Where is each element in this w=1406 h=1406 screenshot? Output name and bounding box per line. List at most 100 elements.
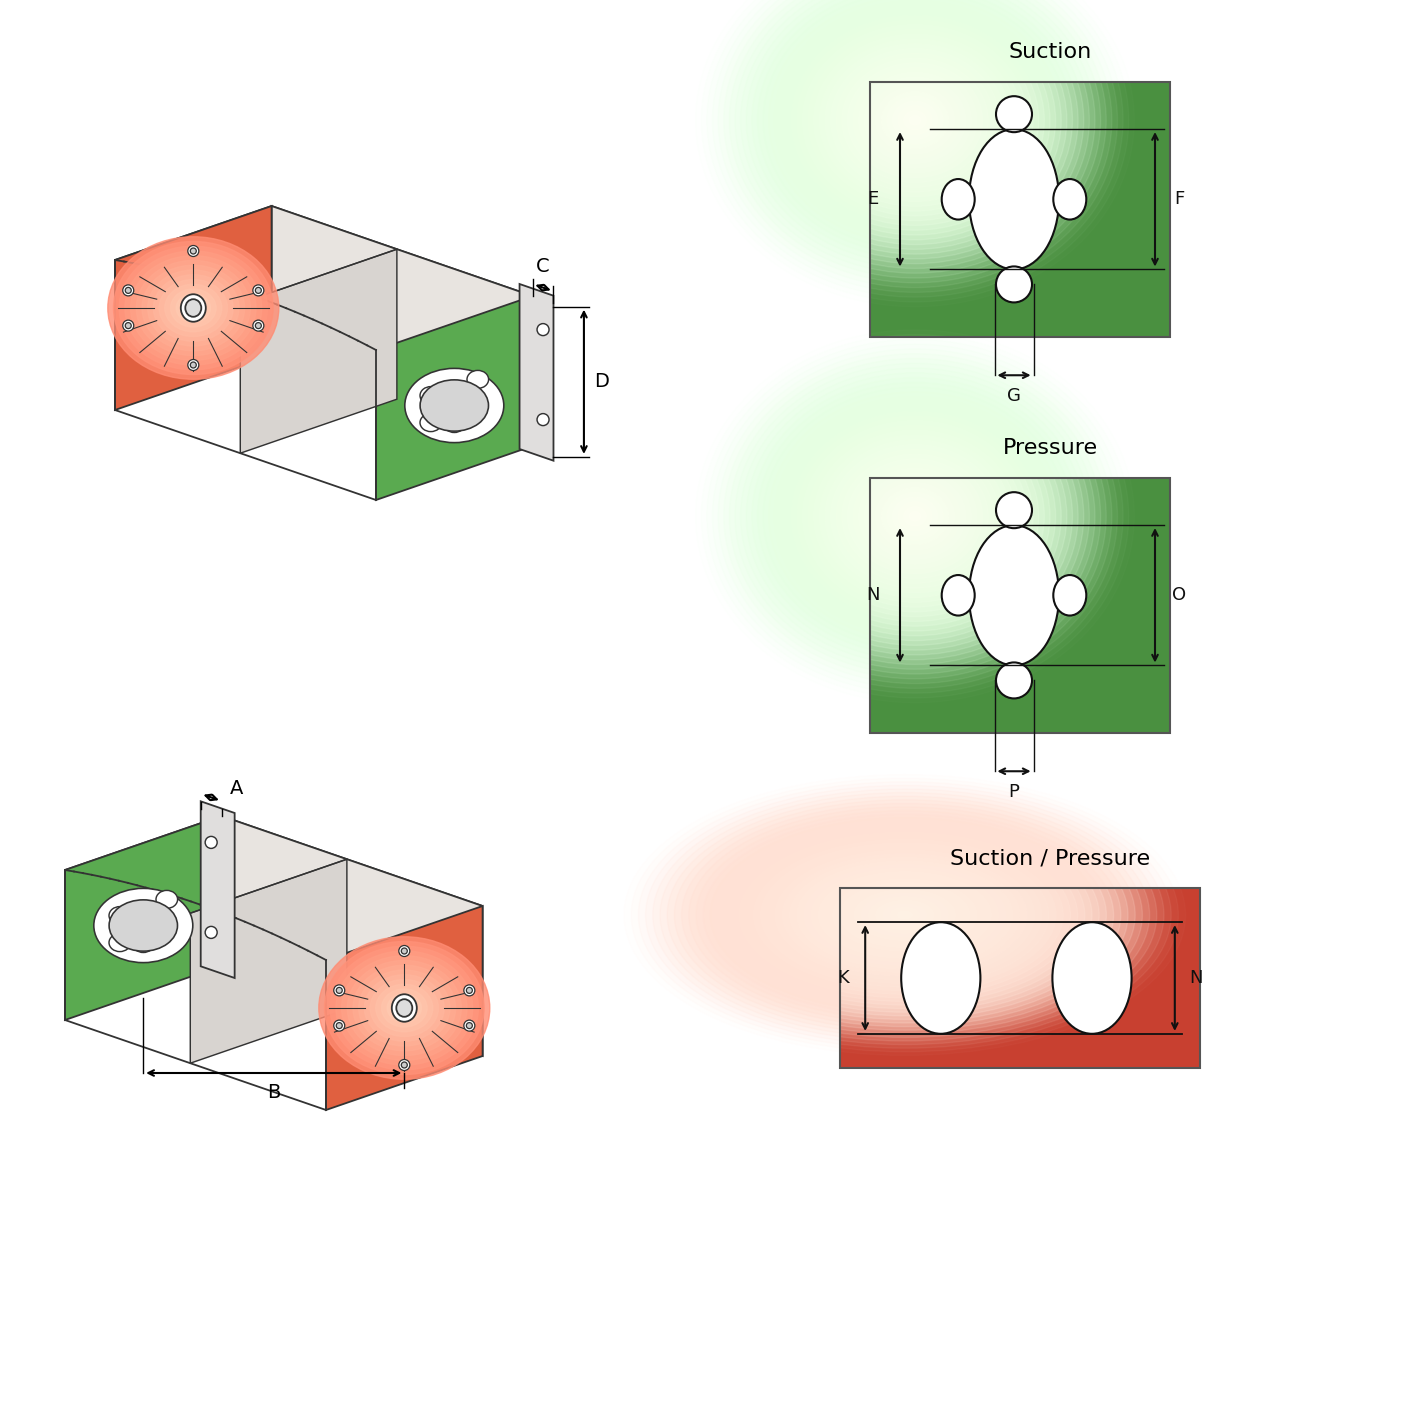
Ellipse shape [842, 454, 988, 578]
Ellipse shape [652, 789, 1157, 1040]
Ellipse shape [399, 1060, 409, 1070]
Ellipse shape [904, 111, 927, 129]
Text: N: N [1189, 969, 1204, 987]
Polygon shape [375, 297, 533, 501]
Ellipse shape [333, 1021, 344, 1031]
Polygon shape [65, 815, 222, 1019]
Ellipse shape [713, 344, 1118, 689]
Ellipse shape [181, 298, 205, 318]
Text: O: O [1173, 586, 1187, 605]
Text: B: B [267, 1084, 280, 1102]
Ellipse shape [758, 0, 1073, 254]
Ellipse shape [353, 966, 456, 1050]
Ellipse shape [825, 440, 1005, 593]
Ellipse shape [775, 1, 1056, 240]
Ellipse shape [696, 811, 1114, 1019]
Polygon shape [271, 207, 533, 446]
Ellipse shape [537, 323, 548, 336]
Ellipse shape [725, 825, 1085, 1005]
Ellipse shape [869, 897, 941, 934]
Polygon shape [240, 249, 396, 453]
Ellipse shape [668, 796, 1143, 1033]
Ellipse shape [256, 287, 262, 294]
Polygon shape [201, 801, 235, 979]
Ellipse shape [741, 0, 1090, 269]
Ellipse shape [122, 321, 134, 332]
Ellipse shape [747, 0, 1084, 264]
Bar [870, 82, 1170, 337]
Ellipse shape [818, 872, 991, 959]
Ellipse shape [94, 889, 193, 963]
Ellipse shape [336, 1022, 342, 1029]
Ellipse shape [804, 865, 1005, 966]
Ellipse shape [464, 1021, 475, 1031]
Ellipse shape [859, 468, 972, 564]
Ellipse shape [682, 803, 1128, 1026]
Ellipse shape [803, 420, 1028, 612]
Ellipse shape [675, 800, 1135, 1031]
Ellipse shape [370, 980, 439, 1036]
Ellipse shape [837, 53, 994, 187]
Ellipse shape [995, 492, 1032, 529]
Ellipse shape [176, 294, 211, 322]
Ellipse shape [718, 349, 1112, 683]
Ellipse shape [125, 322, 131, 329]
Ellipse shape [253, 321, 264, 332]
Ellipse shape [717, 821, 1092, 1008]
Ellipse shape [780, 6, 1050, 235]
Ellipse shape [897, 911, 912, 918]
Ellipse shape [775, 396, 1056, 636]
Ellipse shape [375, 984, 433, 1032]
Ellipse shape [882, 488, 949, 546]
Ellipse shape [848, 458, 983, 574]
Ellipse shape [256, 322, 262, 329]
Ellipse shape [724, 354, 1107, 679]
Ellipse shape [763, 0, 1067, 249]
Ellipse shape [995, 662, 1032, 699]
Ellipse shape [775, 851, 1035, 980]
Ellipse shape [848, 63, 983, 177]
Ellipse shape [405, 368, 503, 443]
Ellipse shape [790, 858, 1019, 973]
Ellipse shape [780, 402, 1050, 631]
Ellipse shape [110, 934, 131, 952]
Ellipse shape [855, 890, 955, 941]
Ellipse shape [901, 922, 980, 1033]
Ellipse shape [995, 96, 1032, 132]
Ellipse shape [467, 370, 489, 388]
Ellipse shape [825, 876, 984, 955]
Ellipse shape [467, 987, 472, 994]
Polygon shape [115, 207, 533, 350]
Ellipse shape [733, 828, 1077, 1001]
Ellipse shape [142, 266, 245, 350]
Ellipse shape [347, 960, 461, 1056]
Ellipse shape [359, 970, 450, 1046]
Ellipse shape [769, 392, 1062, 641]
Ellipse shape [876, 87, 955, 153]
Ellipse shape [132, 935, 155, 952]
Ellipse shape [870, 478, 960, 554]
Text: N: N [866, 586, 880, 605]
Ellipse shape [942, 179, 974, 219]
Ellipse shape [898, 105, 932, 135]
Ellipse shape [710, 818, 1099, 1012]
Ellipse shape [131, 256, 256, 360]
Ellipse shape [156, 890, 177, 908]
Ellipse shape [876, 901, 934, 929]
Ellipse shape [1053, 922, 1132, 1033]
Ellipse shape [730, 0, 1101, 278]
Ellipse shape [865, 77, 966, 163]
Ellipse shape [718, 0, 1112, 288]
Text: P: P [1008, 783, 1019, 800]
Ellipse shape [190, 361, 197, 368]
Ellipse shape [831, 49, 1000, 193]
Ellipse shape [333, 984, 344, 995]
Ellipse shape [741, 368, 1090, 665]
Ellipse shape [659, 793, 1150, 1038]
Text: Suction / Pressure: Suction / Pressure [950, 848, 1150, 868]
Ellipse shape [713, 0, 1118, 292]
Ellipse shape [883, 904, 927, 925]
Ellipse shape [831, 444, 1000, 588]
Text: Suction: Suction [1008, 42, 1091, 62]
Ellipse shape [803, 25, 1028, 217]
